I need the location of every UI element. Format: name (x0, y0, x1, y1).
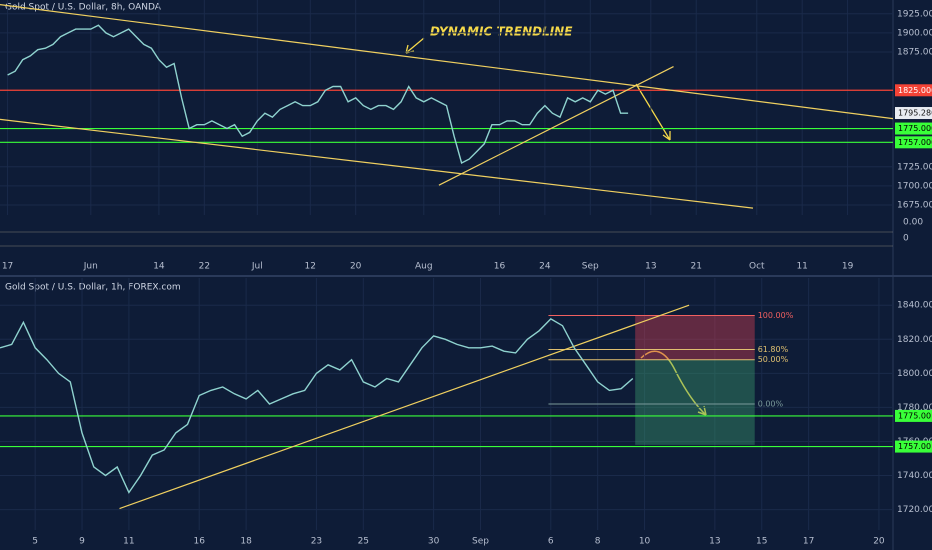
y-tick-label: 1700.000 (897, 181, 932, 191)
trendline (0, 118, 754, 209)
fib-label: 50.00% (758, 355, 789, 364)
y-tick-label: 1840.00 (897, 301, 932, 311)
x-tick-label: 17 (2, 262, 13, 272)
position-box (635, 359, 755, 445)
last-price-label: 1795.280 (898, 109, 932, 118)
x-tick-label: Jul (251, 262, 263, 272)
fib-label: 0.00% (758, 400, 784, 409)
price-line (0, 318, 634, 494)
x-tick-label: 14 (153, 262, 165, 272)
indicator-label: 0.00 (903, 218, 923, 228)
price-label: 1775.00 (898, 411, 931, 420)
y-tick-label: 1925.000 (897, 9, 932, 19)
x-tick-label: 15 (756, 537, 767, 547)
price-label-box (895, 84, 932, 97)
y-tick-label: 1820.00 (897, 335, 932, 345)
annotation: DYNAMIC TRENDLINE (430, 25, 573, 39)
x-tick-label: Jun (83, 262, 98, 272)
x-tick-label: 24 (539, 262, 551, 272)
trendline (438, 66, 674, 186)
projection-arrow (635, 83, 671, 141)
x-tick-label: 5 (32, 537, 38, 547)
price-label: 1757.00 (898, 442, 931, 451)
trendline (0, 3, 894, 120)
price-label-box (895, 409, 932, 422)
x-tick-label: 6 (548, 537, 554, 547)
y-tick-label: 1875.000 (897, 48, 932, 58)
x-tick-label: 18 (240, 537, 252, 547)
y-tick-label: 1740.00 (897, 471, 932, 481)
x-tick-label: Sep (582, 262, 599, 272)
price-line (7, 24, 629, 165)
chart-title: Gold Spot / U.S. Dollar, 1h, FOREX.com (5, 283, 181, 293)
x-tick-label: 25 (358, 537, 369, 547)
price-label-box (895, 122, 932, 135)
x-tick-label: 20 (350, 262, 362, 272)
x-tick-label: Sep (472, 537, 489, 547)
fib-label: 100.00% (758, 311, 794, 320)
price-label: 1757.000 (898, 138, 932, 147)
y-tick-label: 1900.000 (897, 28, 932, 38)
x-tick-label: 30 (428, 537, 440, 547)
last-price-box (895, 107, 932, 120)
position-box (635, 315, 755, 360)
y-tick-label: 1725.000 (897, 162, 932, 172)
x-tick-label: 10 (639, 537, 651, 547)
x-tick-label: 11 (796, 262, 807, 272)
x-tick-label: 22 (199, 262, 210, 272)
x-tick-label: 12 (305, 262, 316, 272)
x-tick-label: 19 (842, 262, 854, 272)
x-tick-label: 9 (79, 537, 85, 547)
x-tick-label: 20 (873, 537, 885, 547)
x-tick-label: Oct (749, 262, 765, 272)
y-tick-label: 1800.00 (897, 369, 932, 379)
x-tick-label: 8 (595, 537, 601, 547)
y-tick-label: 1780.00 (897, 403, 932, 413)
x-tick-label: 17 (803, 537, 814, 547)
price-label-box (895, 440, 932, 453)
x-tick-label: 13 (645, 262, 656, 272)
x-tick-label: 16 (193, 537, 205, 547)
x-tick-label: 16 (494, 262, 506, 272)
trendline (119, 304, 690, 510)
x-tick-label: 23 (311, 537, 322, 547)
y-tick-label: 1720.00 (897, 505, 932, 515)
x-tick-label: 21 (691, 262, 702, 272)
x-tick-label: 13 (709, 537, 720, 547)
price-label-box (895, 136, 932, 149)
x-tick-label: 11 (123, 537, 134, 547)
x-tick-label: Aug (415, 262, 433, 272)
price-label: 1775.000 (898, 124, 932, 133)
indicator-label: 0 (903, 234, 909, 244)
y-tick-label: 1675.000 (897, 201, 932, 211)
chart-title: Gold Spot / U.S. Dollar, 8h, OANDA (5, 3, 162, 13)
price-label: 1825.000 (898, 86, 932, 95)
fib-label: 61.80% (758, 345, 789, 354)
